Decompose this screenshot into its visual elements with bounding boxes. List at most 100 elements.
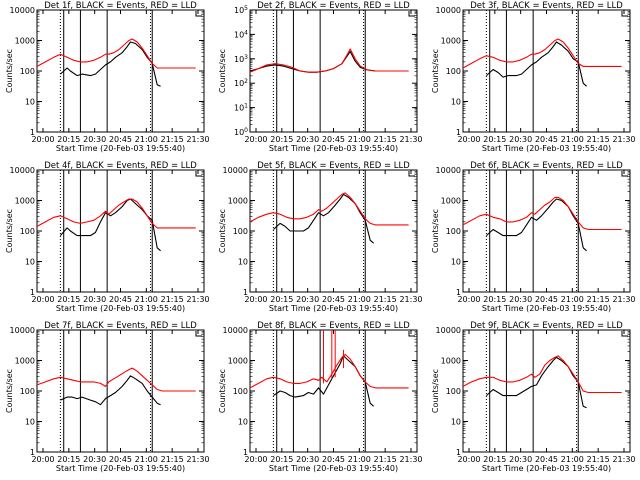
corner-mark (195, 331, 202, 337)
x-axis-label: Start Time (20-Feb-03 19:55:40) (482, 304, 611, 313)
y-axis-label: Counts/sec (5, 49, 14, 93)
x-tick-label: 21:15 (161, 295, 184, 304)
y-tick-label: 100 (20, 387, 35, 396)
x-tick-label: 20:00 (244, 135, 267, 144)
y-tick-label: 100 (233, 227, 248, 236)
lld-series-line (36, 38, 196, 69)
x-tick-label: 20:45 (109, 135, 132, 144)
x-tick-label: 20:15 (57, 295, 80, 304)
y-tick-label: 1000 (228, 357, 248, 366)
y-axis-label: Counts/sec (218, 49, 227, 93)
plot-frame (462, 169, 631, 293)
y-tick-label: 100 (20, 67, 35, 76)
panel-title: Det 8f, BLACK = Events, RED = LLD (257, 321, 410, 331)
x-tick-label: 21:15 (374, 455, 397, 464)
x-tick-label: 20:00 (31, 135, 54, 144)
x-tick-label: 21:00 (561, 455, 584, 464)
events-series-line (60, 41, 161, 87)
y-tick-label: 1 (243, 288, 248, 297)
x-tick-label: 20:45 (109, 295, 132, 304)
corner-mark (621, 11, 628, 17)
y-tick-label: 1000 (228, 197, 248, 206)
panel-title: Det 5f, BLACK = Events, RED = LLD (257, 161, 410, 171)
y-tick-label: 1000 (441, 197, 461, 206)
lld-series-line (249, 48, 409, 73)
x-tick-label: 21:30 (612, 295, 635, 304)
x-tick-label: 20:30 (509, 455, 532, 464)
x-tick-label: 20:15 (270, 455, 293, 464)
x-tick-label: 20:30 (83, 455, 106, 464)
x-tick-label: 21:00 (135, 135, 158, 144)
y-tick-label: 100 (446, 67, 461, 76)
x-tick-label: 21:30 (399, 455, 422, 464)
events-series-line (486, 41, 587, 87)
y-axis-label: Counts/sec (5, 369, 14, 413)
x-tick-label: 20:00 (31, 455, 54, 464)
panel-title: Det 2f, BLACK = Events, RED = LLD (257, 1, 410, 11)
events-series-line (486, 198, 587, 252)
x-tick-label: 21:00 (135, 455, 158, 464)
lld-series-line (462, 355, 622, 394)
x-tick-label: 20:00 (457, 135, 480, 144)
panel-7: Det 7f, BLACK = Events, RED = LLD 1 10 100 1… (5, 321, 210, 473)
y-tick-label: 100 (233, 387, 248, 396)
corner-mark (408, 331, 415, 337)
panel-title: Det 3f, BLACK = Events, RED = LLD (470, 1, 623, 11)
y-tick-label: 1000 (441, 357, 461, 366)
panel-5: Det 5f, BLACK = Events, RED = LLD 1 10 100 1… (218, 161, 423, 313)
x-tick-label: 21:00 (561, 295, 584, 304)
panel-title: Det 4f, BLACK = Events, RED = LLD (44, 161, 197, 171)
x-tick-label: 21:00 (561, 135, 584, 144)
x-tick-label: 20:45 (109, 455, 132, 464)
y-tick-label: 1000 (15, 37, 35, 46)
y-tick-label: 10000 (223, 326, 248, 335)
x-tick-label: 20:30 (83, 135, 106, 144)
x-tick-label: 20:30 (509, 295, 532, 304)
x-tick-label: 20:15 (483, 135, 506, 144)
plot-frame (462, 9, 631, 133)
x-axis-label: Start Time (20-Feb-03 19:55:40) (482, 464, 611, 473)
y-tick-label: 1000 (15, 357, 35, 366)
y-tick-label: 10000 (10, 6, 35, 15)
y-tick-label: 10000 (436, 166, 461, 175)
x-axis-label: Start Time (20-Feb-03 19:55:40) (56, 304, 185, 313)
panel-title: Det 7f, BLACK = Events, RED = LLD (44, 321, 197, 331)
x-tick-label: 20:15 (57, 455, 80, 464)
y-tick-label: 1 (30, 448, 35, 457)
x-tick-label: 20:15 (483, 455, 506, 464)
x-tick-label: 21:15 (161, 455, 184, 464)
x-tick-label: 21:30 (186, 135, 209, 144)
plot-frame (249, 329, 418, 453)
lld-series-line (462, 196, 622, 231)
y-axis-label: Counts/sec (218, 369, 227, 413)
x-tick-label: 20:15 (483, 295, 506, 304)
x-tick-label: 21:30 (399, 295, 422, 304)
y-axis-label: Counts/sec (431, 49, 440, 93)
y-tick-label: 10 (238, 258, 248, 267)
panel-2: Det 2f, BLACK = Events, RED = LLD 100 101 1… (218, 1, 423, 153)
y-tick-label: 10 (238, 418, 248, 427)
x-tick-label: 20:45 (535, 295, 558, 304)
panel-title: Det 6f, BLACK = Events, RED = LLD (470, 161, 623, 171)
x-tick-label: 21:00 (348, 295, 371, 304)
y-tick-label: 101 (234, 103, 248, 113)
y-tick-label: 1 (30, 288, 35, 297)
y-tick-label: 10000 (10, 166, 35, 175)
corner-mark (621, 331, 628, 337)
x-tick-label: 20:00 (457, 455, 480, 464)
x-axis-label: Start Time (20-Feb-03 19:55:40) (56, 464, 185, 473)
y-tick-label: 104 (234, 29, 248, 39)
x-tick-label: 21:30 (612, 455, 635, 464)
x-tick-label: 20:30 (296, 455, 319, 464)
y-tick-label: 10 (25, 98, 35, 107)
lld-series-line (462, 38, 622, 69)
x-tick-label: 21:30 (612, 135, 635, 144)
y-axis-label: Counts/sec (431, 369, 440, 413)
corner-mark (408, 171, 415, 177)
corner-mark (621, 171, 628, 177)
x-tick-label: 21:15 (161, 135, 184, 144)
panel-9: Det 9f, BLACK = Events, RED = LLD 1 10 100 1… (431, 321, 636, 473)
y-tick-label: 1000 (441, 37, 461, 46)
corner-mark (408, 11, 415, 17)
panel-title: Det 1f, BLACK = Events, RED = LLD (44, 1, 197, 11)
